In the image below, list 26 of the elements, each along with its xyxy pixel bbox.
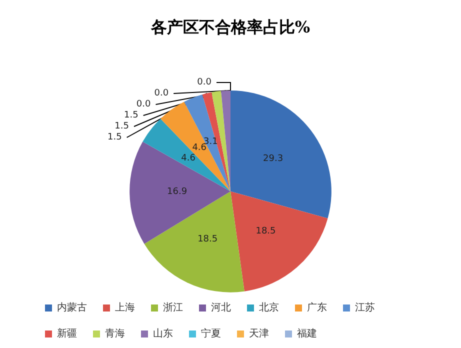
chart-title: 各产区不合格率占比% xyxy=(150,18,310,36)
legend-label: 天津 xyxy=(249,328,269,340)
legend-label: 上海 xyxy=(115,302,135,314)
data-label: 1.5 xyxy=(114,121,129,132)
data-label: 1.5 xyxy=(108,132,122,142)
legend-label: 青海 xyxy=(105,328,125,340)
data-label: 4.6 xyxy=(192,142,207,153)
legend-label: 河北 xyxy=(211,302,231,314)
legend-label: 广东 xyxy=(307,302,327,314)
data-label: 4.6 xyxy=(181,154,196,164)
legend-label: 浙江 xyxy=(163,302,183,314)
legend-label: 山东 xyxy=(153,328,173,340)
data-label: 18.5 xyxy=(198,234,218,245)
text: 0.0 xyxy=(136,99,151,110)
text: 0.0 xyxy=(154,88,169,98)
data-label: 18.5 xyxy=(256,226,276,237)
legend-label: 宁夏 xyxy=(201,328,221,340)
data-label: 16.9 xyxy=(167,187,188,198)
legend-label: 江苏 xyxy=(355,302,375,314)
data-label: 1.5 xyxy=(124,110,138,120)
text: 0.0 xyxy=(197,77,212,88)
legend-label: 内蒙古 xyxy=(57,302,87,314)
legend-label: 福建 xyxy=(297,328,317,340)
legend-label: 新疆 xyxy=(57,328,77,340)
data-label: 29.3 xyxy=(263,154,284,164)
legend-label: 北京 xyxy=(259,302,279,314)
